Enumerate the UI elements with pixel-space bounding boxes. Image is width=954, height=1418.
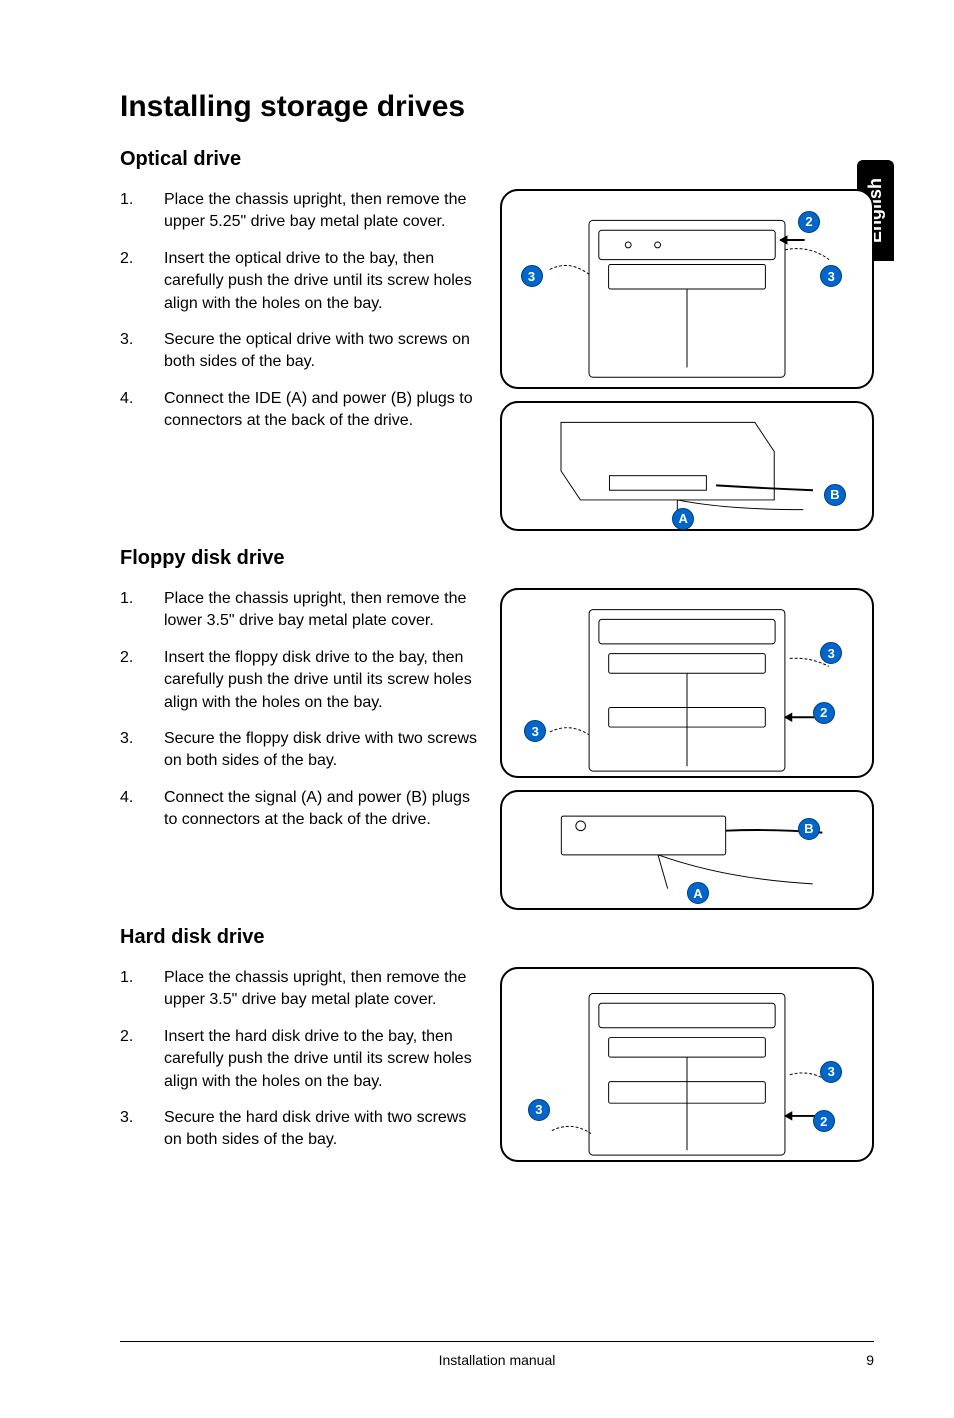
callout-badge: 2: [798, 211, 820, 233]
list-item: Place the chassis upright, then remove t…: [120, 189, 480, 234]
footer-label: Installation manual: [439, 1352, 556, 1368]
floppy-figure-1: 3 2 3: [500, 588, 874, 778]
list-item: Place the chassis upright, then remove t…: [120, 967, 480, 1012]
list-item: Connect the signal (A) and power (B) plu…: [120, 787, 480, 832]
page-number: 9: [866, 1352, 874, 1368]
floppy-section: Place the chassis upright, then remove t…: [120, 588, 874, 910]
callout-badge: 3: [820, 1061, 842, 1083]
list-item: Insert the hard disk drive to the bay, t…: [120, 1026, 480, 1093]
optical-figure-2: B A: [500, 401, 874, 531]
list-item: Secure the floppy disk drive with two sc…: [120, 728, 480, 773]
floppy-steps: Place the chassis upright, then remove t…: [120, 588, 480, 910]
callout-badge: A: [672, 508, 694, 530]
hdd-steps: Place the chassis upright, then remove t…: [120, 967, 480, 1166]
list-item: Connect the IDE (A) and power (B) plugs …: [120, 388, 480, 433]
optical-section: Place the chassis upright, then remove t…: [120, 189, 874, 531]
callout-badge: B: [824, 484, 846, 506]
callout-badge: 3: [521, 265, 543, 287]
list-item: Insert the floppy disk drive to the bay,…: [120, 647, 480, 714]
page-footer: Installation manual 9: [120, 1341, 874, 1368]
optical-figure-1: 2 3 3: [500, 189, 874, 389]
callout-badge: 2: [813, 702, 835, 724]
list-item: Insert the optical drive to the bay, the…: [120, 248, 480, 315]
hdd-figure-1: 3 3 2: [500, 967, 874, 1162]
list-item: Secure the hard disk drive with two scre…: [120, 1107, 480, 1152]
callout-badge: 3: [528, 1099, 550, 1121]
floppy-heading: Floppy disk drive: [120, 547, 874, 570]
optical-steps: Place the chassis upright, then remove t…: [120, 189, 480, 531]
callout-badge: B: [798, 818, 820, 840]
callout-badge: 2: [813, 1110, 835, 1132]
page-title: Installing storage drives: [120, 90, 874, 124]
hdd-heading: Hard disk drive: [120, 926, 874, 949]
list-item: Place the chassis upright, then remove t…: [120, 588, 480, 633]
hdd-section: Place the chassis upright, then remove t…: [120, 967, 874, 1166]
floppy-figure-2: B A: [500, 790, 874, 910]
optical-heading: Optical drive: [120, 148, 874, 171]
list-item: Secure the optical drive with two screws…: [120, 329, 480, 374]
